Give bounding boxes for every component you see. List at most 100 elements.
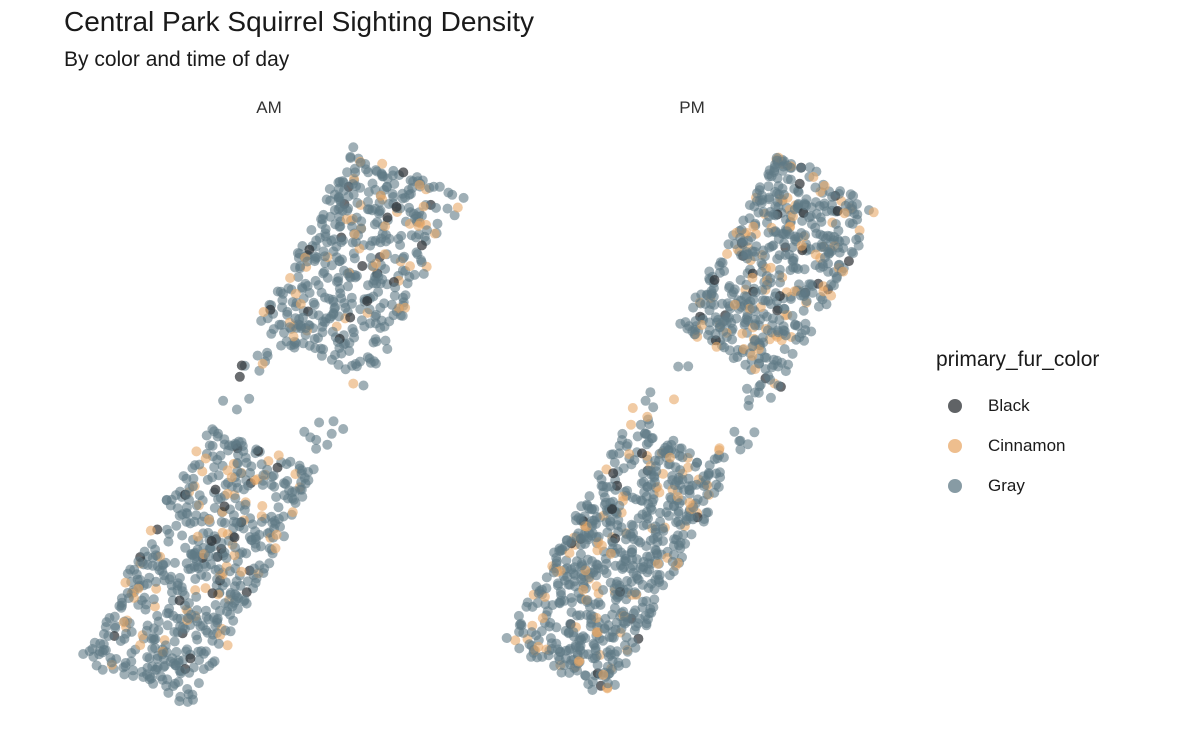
- sighting-point-gray: [326, 354, 337, 365]
- sighting-point-gray: [551, 556, 562, 567]
- sighting-point-gray: [335, 288, 346, 299]
- sighting-point-gray: [338, 424, 349, 434]
- sighting-point-cinnamon: [295, 299, 306, 309]
- sighting-point-gray: [325, 211, 336, 222]
- sighting-point-gray: [688, 302, 699, 313]
- sighting-point-gray: [592, 560, 603, 571]
- sighting-point-gray: [668, 566, 679, 577]
- sighting-point-gray: [204, 661, 215, 671]
- sighting-point-gray: [684, 485, 695, 496]
- sighting-point-gray: [416, 257, 427, 268]
- sighting-point-gray: [641, 519, 652, 530]
- sighting-point-gray: [194, 655, 205, 666]
- sighting-point-gray: [667, 556, 678, 567]
- sighting-point-gray: [620, 611, 630, 622]
- sighting-point-gray: [622, 485, 633, 496]
- sighting-point-gray: [583, 534, 594, 545]
- sighting-point-gray: [148, 623, 159, 634]
- sighting-point-gray: [715, 322, 726, 332]
- sighting-point-gray: [641, 620, 652, 631]
- sighting-point-gray: [114, 601, 125, 611]
- sighting-point-gray: [575, 540, 586, 550]
- sighting-point-gray: [202, 474, 213, 485]
- sighting-point-gray: [268, 470, 279, 481]
- sighting-point-gray: [751, 241, 762, 252]
- sighting-point-gray: [347, 237, 358, 248]
- sighting-point-gray: [383, 199, 394, 209]
- sighting-point-gray: [622, 646, 633, 657]
- sighting-point-gray: [848, 248, 859, 259]
- sighting-point-cinnamon: [578, 584, 589, 595]
- sighting-point-gray: [333, 194, 344, 204]
- sighting-point-gray: [698, 516, 709, 527]
- sighting-point-gray: [532, 598, 543, 608]
- sighting-point-gray: [202, 627, 213, 638]
- facet-panel-pm: [501, 152, 879, 695]
- sighting-point-gray: [363, 167, 374, 178]
- sighting-point-gray: [514, 619, 525, 630]
- legend-key-gray: [948, 479, 962, 493]
- sighting-point-gray: [541, 572, 552, 583]
- sighting-point-gray: [823, 266, 834, 277]
- sighting-point-gray: [146, 539, 157, 550]
- sighting-point-gray: [779, 304, 790, 314]
- sighting-point-gray: [251, 573, 262, 584]
- sighting-point-gray: [768, 360, 779, 370]
- sighting-point-gray: [228, 516, 239, 527]
- sighting-point-gray: [785, 162, 796, 173]
- sighting-point-gray: [152, 610, 163, 621]
- sighting-point-gray: [169, 557, 180, 568]
- sighting-point-gray: [774, 250, 785, 261]
- sighting-point-black: [709, 275, 720, 285]
- sighting-point-gray: [612, 646, 623, 657]
- sighting-point-gray: [728, 353, 739, 364]
- sighting-point-gray: [531, 630, 542, 641]
- sighting-point-gray: [770, 210, 781, 221]
- legend-label-gray: Gray: [988, 476, 1025, 495]
- sighting-point-gray: [747, 303, 758, 314]
- sighting-point-gray: [785, 265, 796, 276]
- sighting-point-gray: [650, 461, 661, 472]
- sighting-point-gray: [409, 269, 420, 280]
- sighting-point-gray: [586, 518, 597, 529]
- sighting-point-gray: [192, 634, 203, 645]
- sighting-point-gray: [247, 519, 258, 530]
- sighting-point-gray: [157, 566, 168, 577]
- sighting-point-black: [229, 532, 240, 543]
- sighting-point-gray: [645, 387, 656, 398]
- sighting-point-gray: [289, 342, 300, 353]
- sighting-point-gray: [181, 473, 192, 484]
- sighting-point-gray: [704, 325, 715, 336]
- sighting-point-gray: [740, 359, 751, 370]
- sighting-point-gray: [633, 574, 644, 585]
- sighting-point-gray: [243, 480, 254, 491]
- sighting-point-gray: [141, 599, 152, 610]
- sighting-point-gray: [322, 439, 333, 450]
- sighting-point-cinnamon: [349, 229, 360, 240]
- sighting-point-gray: [213, 470, 224, 481]
- sighting-point-cinnamon: [288, 331, 299, 342]
- sighting-point-gray: [293, 272, 304, 282]
- sighting-point-cinnamon: [684, 497, 695, 508]
- sighting-point-gray: [351, 212, 362, 223]
- sighting-point-gray: [675, 318, 686, 329]
- sighting-point-gray: [566, 564, 577, 575]
- sighting-point-gray: [121, 628, 132, 639]
- sighting-point-gray: [847, 218, 858, 229]
- sighting-point-gray: [700, 475, 711, 486]
- sighting-point-gray: [148, 632, 159, 643]
- sighting-point-gray: [832, 271, 842, 282]
- sighting-point-gray: [575, 515, 586, 526]
- sighting-point-gray: [148, 678, 159, 689]
- sighting-point-gray: [244, 393, 255, 404]
- sighting-point-cinnamon: [236, 566, 247, 577]
- sighting-point-gray: [332, 337, 343, 347]
- sighting-point-cinnamon: [573, 656, 584, 667]
- sighting-point-gray: [380, 335, 391, 346]
- sighting-point-gray: [649, 584, 660, 595]
- sighting-point-gray: [337, 176, 348, 187]
- sighting-point-gray: [169, 627, 180, 637]
- sighting-point-gray: [212, 454, 223, 465]
- sighting-point-gray: [185, 518, 196, 529]
- sighting-point-cinnamon: [654, 487, 665, 498]
